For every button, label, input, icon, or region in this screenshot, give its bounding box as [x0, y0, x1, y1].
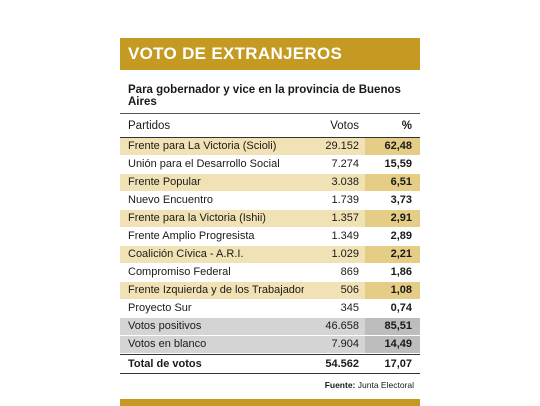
results-card: VOTO DE EXTRANJEROS Para gobernador y vi…	[120, 38, 420, 406]
divider	[120, 137, 420, 138]
divider	[120, 373, 420, 374]
row-pct: 3,73	[390, 194, 412, 206]
table-row: Coalición Cívica - A.R.I. 1.029 2,21	[120, 246, 420, 264]
page-title: VOTO DE EXTRANJEROS	[128, 44, 343, 63]
source-note: Fuente: Junta Electoral	[120, 380, 420, 390]
row-votes: 7.274	[331, 158, 359, 170]
row-pct: 62,48	[365, 138, 420, 155]
row-votes: 46.658	[325, 320, 359, 332]
table-row: Votos en blanco 7.904 14,49	[120, 336, 420, 354]
row-party: Frente para La Victoria (Scioli)	[128, 140, 277, 152]
total-pct: 17,07	[384, 358, 412, 370]
row-party: Votos positivos	[128, 320, 202, 332]
row-pct: 15,59	[384, 158, 412, 170]
source-value: Junta Electoral	[357, 380, 414, 390]
table-body: Frente para La Victoria (Scioli) 29.152 62…	[120, 138, 420, 354]
row-pct: 2,89	[390, 230, 412, 242]
row-votes: 29.152	[325, 140, 359, 152]
header-party: Partidos	[128, 120, 171, 132]
source-label: Fuente:	[324, 380, 356, 390]
row-pct: 1,08	[365, 282, 420, 299]
row-party: Frente Izquierda y de los Trabajadores	[128, 284, 304, 296]
row-party: Coalición Cívica - A.R.I.	[128, 248, 244, 260]
row-votes: 1.029	[331, 248, 359, 260]
table-row: Votos positivos 46.658 85,51	[120, 318, 420, 336]
table-row: Proyecto Sur 345 0,74	[120, 300, 420, 318]
table-row: Frente Popular 3.038 6,51	[120, 174, 420, 192]
row-party: Votos en blanco	[128, 338, 207, 350]
row-party: Frente Popular	[128, 176, 201, 188]
table-row: Frente Izquierda y de los Trabajadores 50…	[120, 282, 420, 300]
header-votes: Votos	[330, 120, 359, 132]
row-party: Compromiso Federal	[128, 266, 231, 278]
divider	[120, 113, 420, 114]
header-pct: %	[401, 120, 412, 132]
row-party: Frente Amplio Progresista	[128, 230, 255, 242]
row-pct: 2,21	[365, 246, 420, 263]
row-votes: 869	[340, 266, 359, 278]
table-row: Compromiso Federal 869 1,86	[120, 264, 420, 282]
row-party: Proyecto Sur	[128, 302, 192, 314]
row-pct: 6,51	[365, 174, 420, 191]
row-votes: 1.739	[331, 194, 359, 206]
footer-bar	[120, 399, 420, 406]
row-votes: 345	[340, 302, 359, 314]
table-header: Partidos Votos %	[120, 115, 420, 137]
table-row: Frente Amplio Progresista 1.349 2,89	[120, 228, 420, 246]
row-pct: 0,74	[390, 302, 412, 314]
row-votes: 506	[340, 284, 359, 296]
table-row: Frente para la Victoria (Ishii) 1.357 2,91	[120, 210, 420, 228]
total-label: Total de votos	[128, 358, 202, 370]
title-banner: VOTO DE EXTRANJEROS	[120, 38, 420, 70]
table-row: Nuevo Encuentro 1.739 3,73	[120, 192, 420, 210]
row-party: Frente para la Victoria (Ishii)	[128, 212, 266, 224]
row-votes: 3.038	[331, 176, 359, 188]
row-votes: 7.904	[331, 338, 359, 350]
row-pct: 85,51	[365, 318, 420, 335]
table-row: Frente para La Victoria (Scioli) 29.152 62…	[120, 138, 420, 156]
row-pct: 14,49	[365, 336, 420, 353]
total-row: Total de votos 54.562 17,07	[120, 354, 420, 373]
row-pct: 1,86	[390, 266, 412, 278]
total-votes: 54.562	[325, 358, 359, 370]
row-votes: 1.349	[331, 230, 359, 242]
row-party: Unión para el Desarrollo Social	[128, 158, 280, 170]
row-party: Nuevo Encuentro	[128, 194, 213, 206]
subtitle: Para gobernador y vice en la provincia d…	[128, 84, 401, 108]
row-pct: 2,91	[365, 210, 420, 227]
row-votes: 1.357	[331, 212, 359, 224]
table-row: Unión para el Desarrollo Social 7.274 15,5…	[120, 156, 420, 174]
